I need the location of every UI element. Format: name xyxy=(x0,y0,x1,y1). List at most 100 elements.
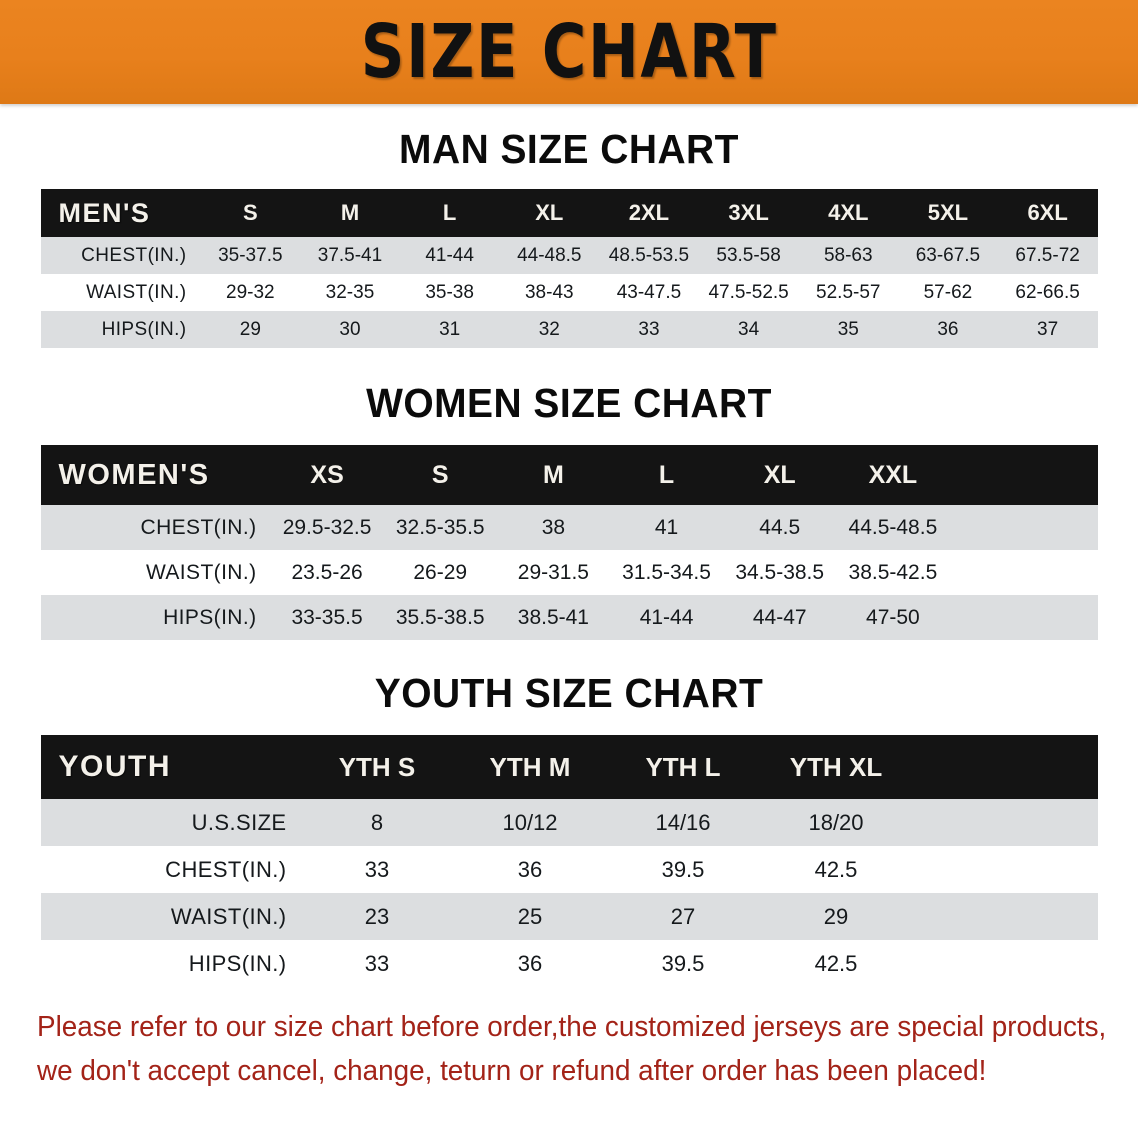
table-row: HIPS(IN.) 29 30 31 32 33 34 35 36 37 xyxy=(40,311,1098,348)
table-cell: 32-35 xyxy=(300,274,400,311)
table-cell: 42.5 xyxy=(759,940,913,987)
table-cell: 30 xyxy=(300,311,400,348)
table-cell: 44.5-48.5 xyxy=(836,505,950,550)
youth-col-header: YTH L xyxy=(606,735,760,799)
table-cell: 35-37.5 xyxy=(200,237,301,274)
table-cell: 33-35.5 xyxy=(270,595,384,640)
table-cell: 14/16 xyxy=(606,799,760,846)
women-header-spacer xyxy=(949,445,1098,505)
man-col-header: 3XL xyxy=(698,189,799,237)
youth-corner-label: YOUTH xyxy=(40,735,301,799)
table-cell: 42.5 xyxy=(759,846,913,893)
table-cell: 44.5 xyxy=(723,505,837,550)
table-cell: 18/20 xyxy=(759,799,913,846)
table-cell: 33 xyxy=(300,940,454,987)
table-row: U.S.SIZE 8 10/12 14/16 18/20 xyxy=(40,799,1098,846)
women-section-title: WOMEN SIZE CHART xyxy=(366,380,772,426)
table-cell: 29-31.5 xyxy=(496,550,610,595)
table-cell: 29 xyxy=(759,893,913,940)
table-cell: 62-66.5 xyxy=(997,274,1098,311)
table-cell: 57-62 xyxy=(898,274,998,311)
table-cell: 29 xyxy=(200,311,301,348)
table-cell: 44-48.5 xyxy=(499,237,600,274)
table-row: CHEST(IN.) 33 36 39.5 42.5 xyxy=(40,846,1098,893)
table-cell: 58-63 xyxy=(798,237,899,274)
youth-row-label: HIPS(IN.) xyxy=(40,940,301,987)
table-cell: 38.5-41 xyxy=(496,595,610,640)
women-table-wrapper: WOMEN'S XS S M L XL XXL CHEST(IN.) 29.5-… xyxy=(40,445,1098,640)
table-cell: 35.5-38.5 xyxy=(383,595,497,640)
women-col-header: M xyxy=(496,445,610,505)
women-col-header: XXL xyxy=(836,445,950,505)
table-cell: 38.5-42.5 xyxy=(836,550,950,595)
table-cell: 23 xyxy=(300,893,454,940)
table-cell: 23.5-26 xyxy=(270,550,384,595)
women-col-header: XS xyxy=(270,445,384,505)
table-cell: 38 xyxy=(496,505,610,550)
table-cell: 41 xyxy=(609,505,724,550)
table-row: WAIST(IN.) 23 25 27 29 xyxy=(40,893,1098,940)
table-cell: 27 xyxy=(606,893,760,940)
man-size-table: MEN'S S M L XL 2XL 3XL 4XL 5XL 6XL CHEST… xyxy=(40,189,1098,348)
table-cell-spacer xyxy=(949,595,1098,640)
table-cell: 33 xyxy=(300,846,454,893)
youth-table-wrapper: YOUTH YTH S YTH M YTH L YTH XL U.S.SIZE … xyxy=(40,735,1098,987)
youth-col-header: YTH XL xyxy=(759,735,913,799)
man-col-header: S xyxy=(200,189,301,237)
table-cell: 29-32 xyxy=(200,274,301,311)
man-col-header: 5XL xyxy=(898,189,998,237)
table-row: WAIST(IN.) 23.5-26 26-29 29-31.5 31.5-34… xyxy=(40,550,1098,595)
table-cell: 32 xyxy=(499,311,600,348)
youth-size-table: YOUTH YTH S YTH M YTH L YTH XL U.S.SIZE … xyxy=(40,735,1098,987)
table-cell: 31.5-34.5 xyxy=(609,550,724,595)
man-row-label: HIPS(IN.) xyxy=(40,311,201,348)
man-row-label: WAIST(IN.) xyxy=(40,274,201,311)
youth-row-label: WAIST(IN.) xyxy=(40,893,301,940)
table-cell: 38-43 xyxy=(499,274,600,311)
table-row: HIPS(IN.) 33-35.5 35.5-38.5 38.5-41 41-4… xyxy=(40,595,1098,640)
table-cell: 53.5-58 xyxy=(698,237,799,274)
table-header-row: YOUTH YTH S YTH M YTH L YTH XL xyxy=(40,735,1098,799)
table-cell: 43-47.5 xyxy=(599,274,699,311)
table-cell: 47-50 xyxy=(836,595,950,640)
table-row: HIPS(IN.) 33 36 39.5 42.5 xyxy=(40,940,1098,987)
women-col-header: S xyxy=(383,445,497,505)
table-cell: 25 xyxy=(453,893,607,940)
youth-row-label: U.S.SIZE xyxy=(40,799,301,846)
note-line-2: we don't accept cancel, change, teturn o… xyxy=(36,1055,986,1088)
youth-col-header: YTH M xyxy=(453,735,607,799)
table-cell: 44-47 xyxy=(723,595,837,640)
table-cell: 41-44 xyxy=(609,595,724,640)
table-cell: 36 xyxy=(453,940,607,987)
table-cell: 39.5 xyxy=(606,846,760,893)
man-table-wrapper: MEN'S S M L XL 2XL 3XL 4XL 5XL 6XL CHEST… xyxy=(40,189,1098,348)
women-col-header: XL xyxy=(723,445,837,505)
man-col-header: XL xyxy=(499,189,600,237)
table-row: WAIST(IN.) 29-32 32-35 35-38 38-43 43-47… xyxy=(40,274,1098,311)
order-policy-note: Please refer to our size chart before or… xyxy=(36,1005,1106,1093)
women-size-table: WOMEN'S XS S M L XL XXL CHEST(IN.) 29.5-… xyxy=(40,445,1098,640)
table-cell: 34 xyxy=(698,311,799,348)
table-cell: 32.5-35.5 xyxy=(383,505,497,550)
table-cell: 37 xyxy=(997,311,1098,348)
man-corner-label: MEN'S xyxy=(40,189,201,237)
table-cell: 35 xyxy=(798,311,899,348)
table-cell: 52.5-57 xyxy=(798,274,899,311)
man-col-header: 6XL xyxy=(997,189,1098,237)
youth-row-label: CHEST(IN.) xyxy=(40,846,301,893)
table-row: CHEST(IN.) 29.5-32.5 32.5-35.5 38 41 44.… xyxy=(40,505,1098,550)
table-cell-spacer xyxy=(949,505,1098,550)
women-col-header: L xyxy=(609,445,724,505)
table-cell: 36 xyxy=(898,311,998,348)
table-cell: 26-29 xyxy=(383,550,497,595)
table-cell: 36 xyxy=(453,846,607,893)
table-cell-spacer xyxy=(912,846,1098,893)
table-cell: 47.5-52.5 xyxy=(698,274,799,311)
women-corner-label: WOMEN'S xyxy=(40,445,271,505)
page-banner: SIZE CHART xyxy=(0,0,1138,104)
table-cell: 33 xyxy=(599,311,699,348)
man-row-label: CHEST(IN.) xyxy=(40,237,201,274)
table-cell: 34.5-38.5 xyxy=(723,550,837,595)
table-cell: 35-38 xyxy=(399,274,500,311)
women-row-label: WAIST(IN.) xyxy=(40,550,271,595)
